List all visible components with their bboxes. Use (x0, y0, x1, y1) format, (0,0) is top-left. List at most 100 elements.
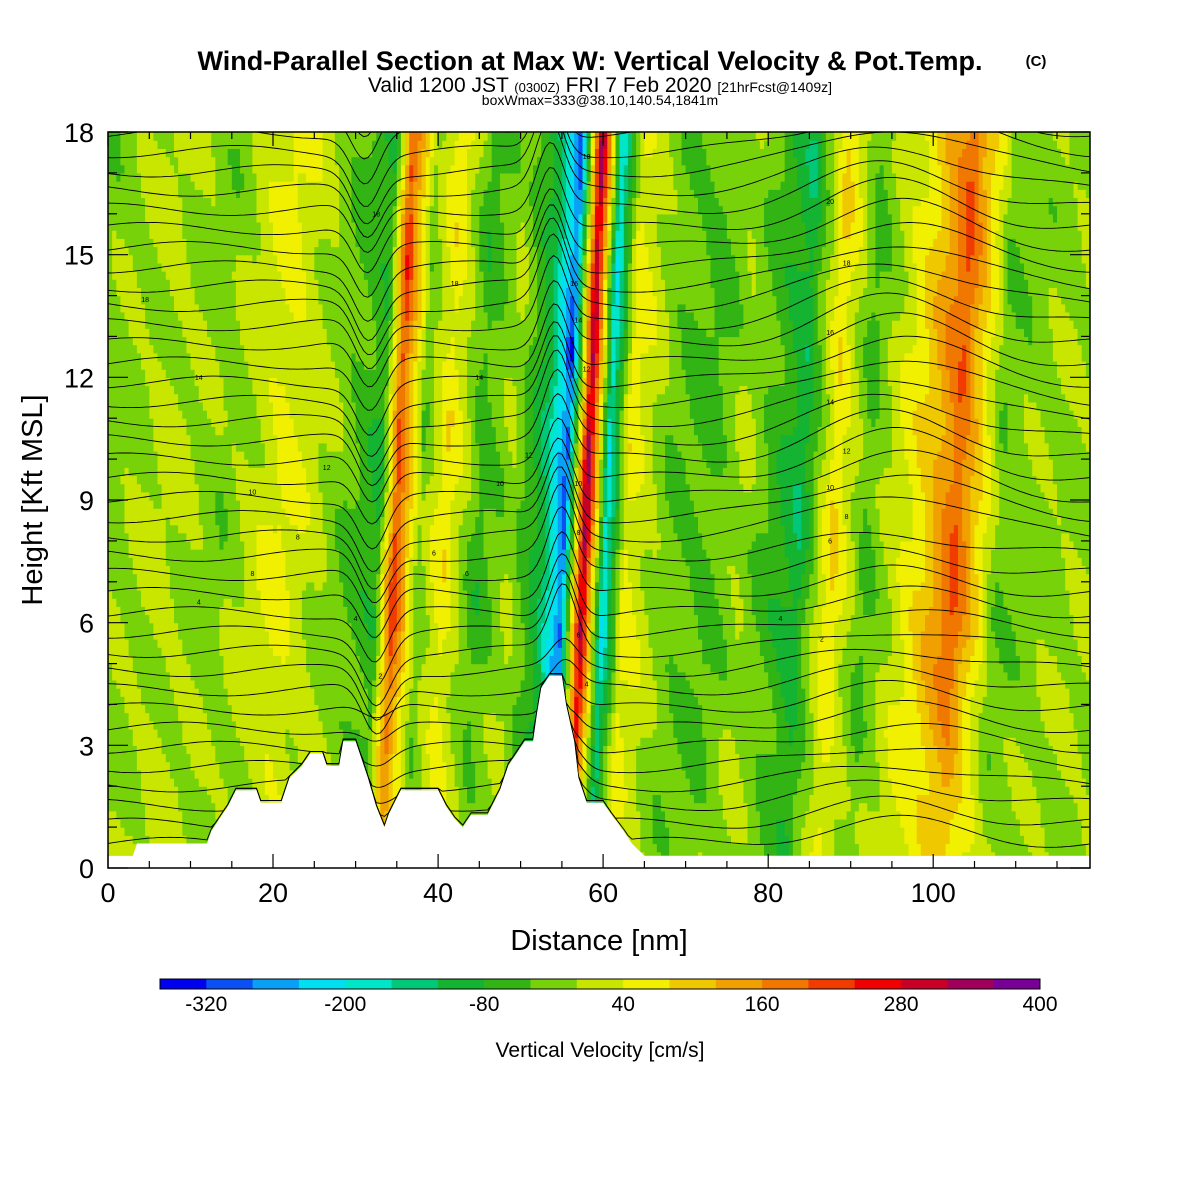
w-cell (821, 696, 827, 706)
w-cell (153, 737, 159, 746)
w-cell (809, 843, 815, 853)
w-cell (425, 761, 431, 771)
w-cell (632, 794, 637, 804)
w-cell (665, 704, 670, 714)
w-cell (293, 761, 299, 771)
w-cell (731, 761, 736, 771)
w-cell (698, 810, 703, 820)
w-cell (1044, 696, 1050, 706)
w-cell (995, 843, 1000, 853)
w-cell (190, 810, 196, 820)
w-cell (582, 753, 588, 763)
w-cell (281, 704, 287, 714)
w-cell (652, 827, 658, 836)
w-cell (1069, 843, 1075, 853)
w-cell (784, 696, 790, 706)
w-cell (194, 729, 200, 738)
w-cell (735, 818, 740, 828)
w-cell (153, 729, 159, 738)
w-cell (900, 843, 905, 853)
w-cell (920, 835, 926, 845)
w-cell (1081, 729, 1087, 738)
w-cell (838, 835, 844, 845)
w-cell (879, 696, 885, 706)
w-cell (231, 704, 237, 714)
w-cell (248, 761, 254, 771)
w-cell (673, 786, 679, 795)
w-cell (953, 835, 959, 845)
w-cell (186, 761, 192, 771)
w-cell (900, 761, 905, 771)
w-cell (858, 818, 864, 828)
w-cell (887, 720, 893, 730)
w-cell (495, 769, 501, 779)
w-cell (656, 851, 662, 856)
w-cell (904, 745, 910, 755)
w-cell (693, 827, 699, 836)
w-cell (660, 802, 666, 812)
w-cell (743, 786, 749, 795)
w-cell (1011, 786, 1017, 795)
w-cell (363, 729, 369, 738)
w-cell (908, 761, 914, 771)
w-cell (1065, 729, 1070, 738)
w-cell (850, 786, 856, 795)
w-cell (726, 851, 732, 856)
w-cell (920, 794, 926, 804)
w-cell (594, 794, 600, 804)
w-cell (982, 802, 988, 812)
w-cell (1003, 761, 1009, 771)
w-cell (949, 761, 955, 771)
w-cell (1057, 745, 1062, 755)
w-cell (1019, 786, 1025, 795)
w-cell (165, 737, 171, 746)
w-cell (504, 712, 509, 722)
w-cell (731, 843, 736, 853)
w-cell (268, 720, 274, 730)
w-cell (318, 745, 324, 755)
w-cell (586, 745, 592, 755)
w-cell (842, 737, 848, 746)
w-cell (871, 769, 877, 779)
w-cell (780, 712, 786, 722)
w-cell (702, 851, 707, 856)
w-cell (260, 769, 266, 779)
w-cell (887, 696, 893, 706)
w-cell (112, 778, 117, 787)
w-cell (504, 704, 509, 714)
w-cell (1048, 761, 1054, 771)
w-cell (838, 843, 844, 853)
w-cell (858, 696, 864, 706)
w-cell (409, 753, 414, 763)
w-cell (689, 696, 695, 706)
w-cell (293, 737, 299, 746)
w-cell (372, 720, 377, 730)
w-cell (454, 786, 460, 795)
w-cell (912, 712, 918, 722)
w-cell (475, 769, 480, 779)
w-cell (400, 696, 406, 706)
w-cell (483, 704, 489, 714)
w-cell (842, 827, 848, 836)
w-cell (805, 835, 811, 845)
w-cell (846, 827, 852, 836)
w-cell (264, 786, 270, 795)
w-cell (1032, 696, 1037, 706)
w-cell (297, 729, 303, 738)
w-cell (755, 786, 761, 795)
w-cell (512, 696, 518, 706)
w-cell (772, 753, 778, 763)
w-cell (495, 729, 501, 738)
w-cell (648, 818, 654, 828)
w-cell (153, 794, 159, 804)
w-cell (867, 802, 872, 812)
w-cell (702, 753, 707, 763)
w-cell (925, 761, 930, 771)
w-cell (161, 778, 167, 787)
w-cell (178, 720, 183, 730)
w-cell (1081, 818, 1087, 828)
w-cell (813, 794, 819, 804)
w-cell (656, 835, 662, 845)
w-cell (413, 778, 419, 787)
w-cell (145, 810, 150, 820)
